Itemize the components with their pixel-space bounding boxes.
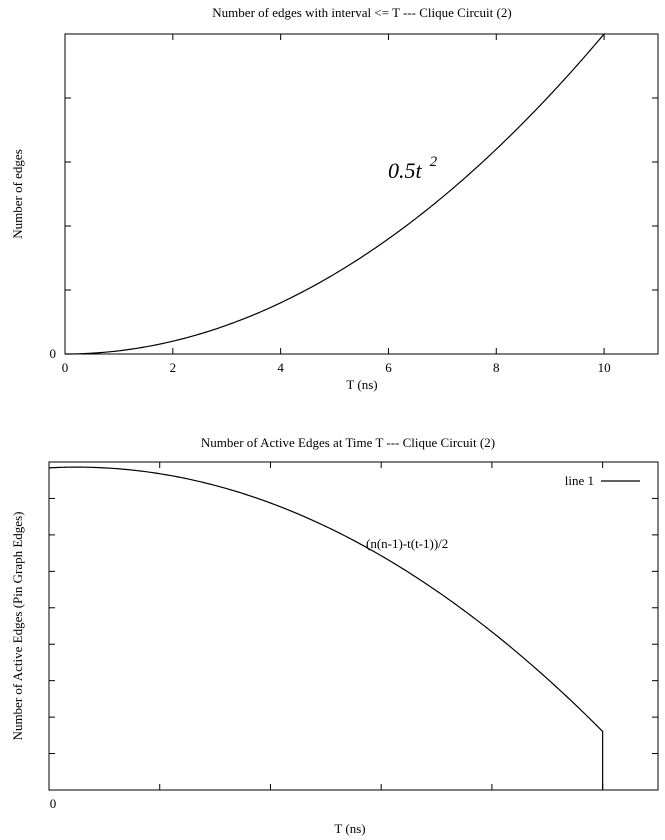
chart-1-annotation: 0.5t 2: [388, 154, 438, 183]
chart-1-series-line: [64, 33, 605, 355]
chart-2-x-axis-label: T (ns): [334, 821, 365, 836]
chart-2-plot-frame: [48, 461, 659, 791]
legend-entry-label: line 1: [565, 473, 594, 488]
chart-1-x-tick-label: 0: [62, 360, 69, 375]
chart-1-x-tick-label: 4: [277, 360, 284, 375]
chart-2-legend: line 1: [565, 473, 640, 488]
chart-1-x-tick-label: 2: [170, 360, 177, 375]
chart-2: Number of Active Edges at Time T --- Cli…: [10, 435, 659, 836]
chart-1-y-axis-label: Number of edges: [10, 149, 25, 239]
chart-1-x-tick-labels: 0 2 4 6 8 10: [62, 360, 611, 375]
chart-1-x-axis-label: T (ns): [346, 377, 377, 392]
chart-2-y-axis-label: Number of Active Edges (Pin Graph Edges): [10, 512, 25, 741]
chart-1-title: Number of edges with interval <= T --- C…: [212, 5, 511, 20]
chart-2-ticks: [48, 461, 658, 791]
chart-1-y-tick-label-0: 0: [50, 346, 57, 361]
chart-2-title: Number of Active Edges at Time T --- Cli…: [201, 435, 495, 450]
chart-2-x-tick-label-0: 0: [50, 796, 57, 811]
chart-2-annotation: (n(n-1)-t(t-1))/2: [366, 536, 448, 551]
chart-1-ticks: [64, 33, 658, 355]
chart-1: Number of edges with interval <= T --- C…: [10, 5, 659, 392]
chart-2-series-line: [48, 466, 604, 790]
chart-1-x-tick-label: 6: [385, 360, 392, 375]
chart-1-x-tick-label: 10: [598, 360, 611, 375]
chart-1-plot-frame: [64, 33, 659, 355]
chart-1-x-tick-label: 8: [493, 360, 500, 375]
